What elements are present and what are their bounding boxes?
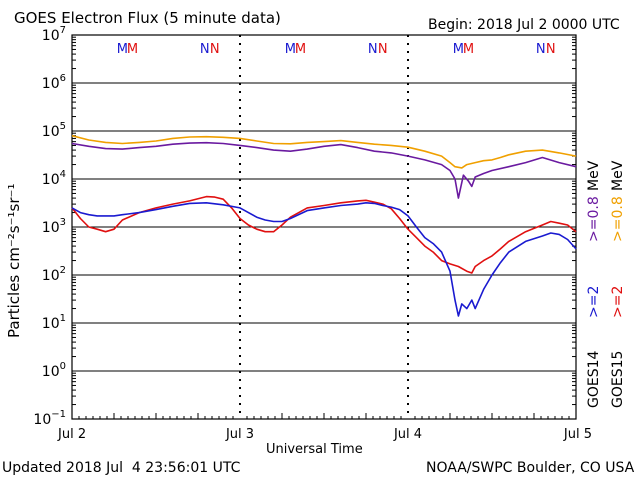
y-tick-label: 104 [42, 169, 66, 188]
top-marker: M [117, 42, 128, 57]
series-line [71, 134, 577, 169]
top-marker: N [546, 42, 556, 57]
legend-group-name: GOES15 [610, 351, 626, 408]
x-tick-label: Jul 4 [393, 427, 422, 442]
top-marker: N [210, 42, 220, 57]
footer-credit: NOAA/SWPC Boulder, CO USA [426, 460, 635, 476]
footer-updated: Updated 2018 Jul 4 23:56:01 UTC [2, 460, 241, 476]
top-marker: M [453, 42, 464, 57]
legend-entry: >=0.8 [586, 196, 602, 242]
legend-entry: >=2 [610, 286, 626, 318]
y-tick-label: 100 [42, 361, 66, 380]
y-tick-label: 103 [42, 217, 66, 236]
x-tick-label: Jul 2 [57, 427, 86, 442]
legend-entry: MeV [610, 160, 626, 191]
x-tick-label: Jul 3 [225, 427, 254, 442]
begin-label: Begin: 2018 Jul 2 0000 UTC [428, 17, 620, 33]
top-marker: N [536, 42, 546, 57]
y-tick-label: 107 [42, 25, 66, 44]
y-tick-label: 105 [42, 121, 66, 140]
top-marker: M [285, 42, 296, 57]
top-marker: N [200, 42, 210, 57]
top-marker: N [368, 42, 378, 57]
top-marker: M [127, 42, 138, 57]
y-tick-label: 101 [42, 313, 66, 332]
x-axis-label: Universal Time [266, 442, 363, 457]
top-marker: M [463, 42, 474, 57]
y-tick-label: 106 [42, 73, 66, 92]
chart-title: GOES Electron Flux (5 minute data) [14, 9, 281, 27]
series-line [71, 141, 577, 199]
y-tick-label: 10−1 [33, 409, 66, 428]
legend-entry: MeV [586, 160, 602, 191]
y-axis-label: Particles cm⁻²s⁻¹sr⁻¹ [5, 183, 23, 338]
top-marker: N [378, 42, 388, 57]
top-marker: M [295, 42, 306, 57]
series-line [71, 195, 577, 274]
y-tick-label: 102 [42, 265, 66, 284]
legend-entry: >=0.8 [610, 196, 626, 242]
series-line [71, 202, 577, 317]
legend-entry: >=2 [586, 286, 602, 318]
legend-group-name: GOES14 [586, 350, 602, 408]
x-tick-label: Jul 5 [563, 427, 592, 442]
